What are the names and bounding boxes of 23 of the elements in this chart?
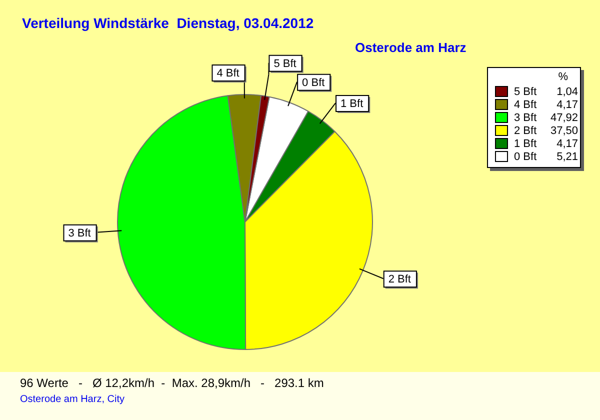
chart-title: Verteilung Windstärke Dienstag, 03.04.2012 xyxy=(22,15,314,31)
slice-label: 4 Bft xyxy=(216,68,240,80)
legend-label: 0 Bft xyxy=(514,150,538,162)
data-label: 5,21 xyxy=(556,150,578,162)
slice-label: 2 Bft xyxy=(388,274,411,286)
legend-label: 3 Bft xyxy=(514,112,538,124)
data-label: 4,17 xyxy=(556,98,578,110)
data-label: 37,50 xyxy=(549,124,578,136)
legend-label: 4 Bft xyxy=(514,98,538,110)
data-label: 1,04 xyxy=(556,86,578,98)
slice-label: 0 Bft xyxy=(302,76,325,89)
legend-label: 2 Bft xyxy=(514,124,538,136)
slice-label: 5 Bft xyxy=(274,58,296,70)
legend-label: 5 Bft xyxy=(514,86,538,98)
legend-title: % xyxy=(557,71,569,83)
data-label: 4,17 xyxy=(556,138,578,150)
text: 96 Werte - Ø 12,2km/h - Max. 28,9km/h - 293.1 km xyxy=(20,376,324,390)
data-label: 47,92 xyxy=(549,112,578,124)
legend-label: 1 Bft xyxy=(514,138,538,150)
slice-label: 1 Bft xyxy=(340,98,364,110)
text: Osterode am Harz, City xyxy=(20,394,124,405)
chart-subtitle: Osterode am Harz xyxy=(355,40,466,55)
slice-label: 3 Bft xyxy=(68,227,91,240)
